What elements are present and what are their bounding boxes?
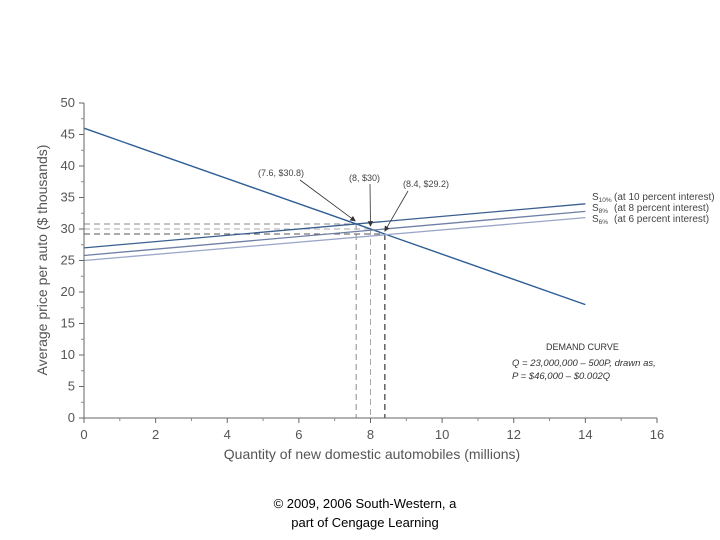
annotation-label-3: (8.4, $29.2) [403, 179, 449, 189]
legend-s6-sub: 6% [599, 219, 609, 226]
y-tick-label: 45 [61, 127, 75, 142]
tick-labels: 0 5 10 15 20 25 30 35 40 45 50 0 2 4 6 8 10 12 14 16 [61, 95, 665, 442]
copyright-line-2: part of Cengage Learning [291, 515, 439, 530]
x-tick-label: 4 [224, 427, 231, 442]
annotation-arrow [299, 179, 356, 222]
y-tick-label: 20 [61, 284, 75, 299]
x-tick-label: 12 [507, 427, 521, 442]
supply-curve-line-6pct [83, 217, 586, 262]
y-tick-label: 30 [61, 221, 75, 236]
y-tick-label: 10 [61, 347, 75, 362]
annotation-arrow [384, 190, 409, 232]
copyright-notice: © 2009, 2006 South-Western, a part of Ce… [220, 494, 510, 532]
demand-curve-title: DEMAND CURVE [546, 342, 619, 352]
guide-lines [84, 223, 386, 418]
legend-s10-text: (at 10 percent interest) [614, 192, 715, 203]
demand-equation-2: P = $46,000 – $0.002Q [512, 371, 611, 382]
axes [79, 102, 658, 423]
legend-s6-text: (at 6 percent interest) [614, 214, 709, 225]
x-tick-label: 0 [80, 427, 87, 442]
y-tick-label: 35 [61, 190, 75, 205]
legend-s10-sub: 10% [599, 197, 612, 204]
x-tick-label: 8 [367, 427, 374, 442]
x-tick-label: 10 [435, 427, 449, 442]
x-tick-label: 2 [152, 427, 159, 442]
y-tick-label: 5 [68, 379, 75, 394]
y-tick-label: 50 [61, 95, 75, 110]
x-tick-label: 16 [650, 427, 664, 442]
y-tick-label: 0 [68, 410, 75, 425]
copyright-line-1: © 2009, 2006 South-Western, a [273, 496, 457, 511]
x-tick-label: 6 [295, 427, 302, 442]
supply-curve-line-8pct [83, 210, 586, 257]
annotation-label-2: (8, $30) [349, 173, 380, 183]
annotation-label-1: (7.6, $30.8) [258, 168, 304, 178]
annotation-arrows [299, 179, 409, 232]
y-axis-title: Average price per auto ($ thousands) [34, 145, 50, 376]
y-tick-label: 25 [61, 253, 75, 268]
supply-curve-line-10pct [83, 203, 586, 249]
svg-text:S6%: S6% [592, 214, 608, 226]
x-tick-label: 14 [578, 427, 592, 442]
legend-s6: S6% (at 6 percent interest) [592, 214, 709, 226]
legend-s8-sub: 8% [599, 208, 609, 215]
chart-lines [83, 127, 586, 306]
y-tick-label: 15 [61, 316, 75, 331]
legend-s8-text: (at 8 percent interest) [614, 203, 709, 214]
demand-equation-1: Q = 23,000,000 – 500P, drawn as, [512, 358, 656, 369]
demand-curve-line [83, 127, 586, 306]
y-tick-label: 40 [61, 158, 75, 173]
annotation-arrow [367, 183, 374, 227]
x-axis-title: Quantity of new domestic automobiles (mi… [224, 446, 520, 462]
